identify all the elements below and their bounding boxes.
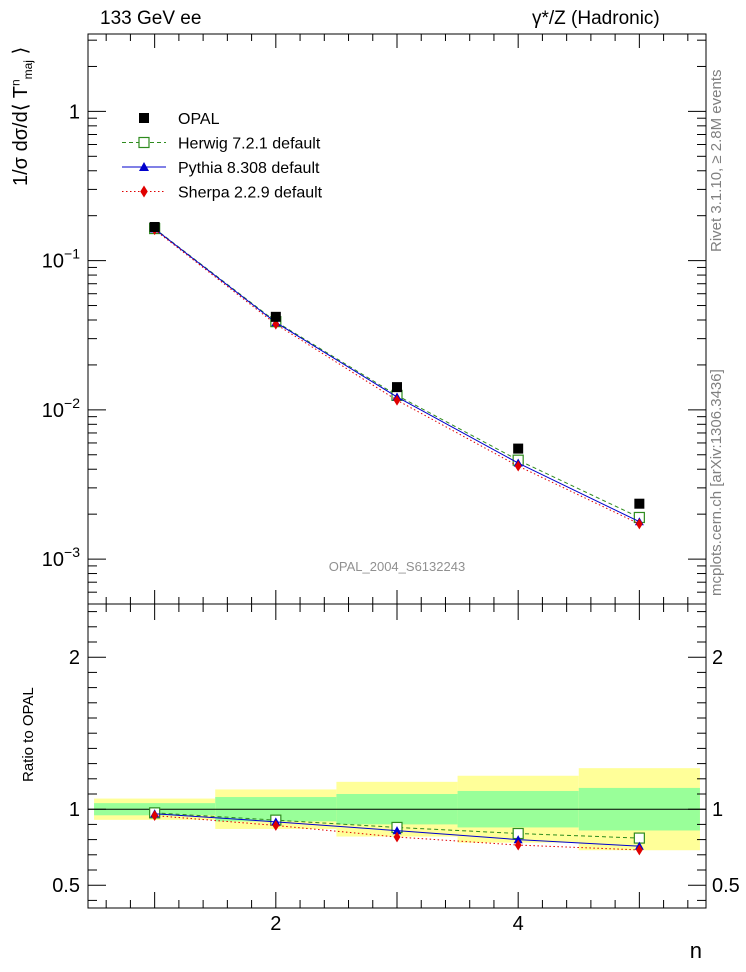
main-y-axis-label-end: ⟩	[10, 46, 32, 61]
ratio-y-tick-label-right: 0.5	[712, 875, 740, 897]
main-panel: 110−110−210−3OPAL_2004_S6132243OPALHerwi…	[42, 33, 707, 605]
main-data-point	[514, 460, 522, 472]
legend-marker	[138, 136, 150, 149]
ratio-x-tick-label: 2	[270, 913, 281, 935]
main-series-line	[154, 229, 640, 525]
main-y-tick-label-exp: −2	[64, 395, 80, 411]
ratio-y-tick-label-left: 2	[69, 647, 80, 669]
header-left-label: 133 GeV ee	[100, 8, 202, 29]
main-y-axis-label-sup: n	[8, 79, 23, 87]
main-data-point	[393, 394, 401, 406]
mcplots-label: mcplots.cern.ch [arXiv:1306.3436]	[708, 369, 725, 596]
ratio-data-point	[633, 832, 645, 844]
main-series-line	[154, 228, 640, 518]
ratio-x-tick-label: 4	[513, 913, 524, 935]
main-data-point	[635, 518, 643, 530]
ratio-y-tick-label-right: 1	[712, 799, 723, 821]
legend-marker	[139, 162, 149, 171]
ratio-y-tick-label-left: 0.5	[52, 875, 80, 897]
main-y-tick-label-exp: −3	[64, 544, 80, 560]
legend-label: OPAL	[178, 111, 220, 128]
legend-marker	[139, 113, 149, 123]
legend-label: Pythia 8.308 default	[178, 160, 320, 177]
main-y-axis-label-main: 1/σ dσ/d⟨ T	[10, 86, 32, 186]
ratio-panel: 0.5 0.5 1 1 2 2 2 4 n	[52, 603, 740, 963]
main-y-tick-label: 10−2	[42, 395, 80, 422]
main-y-tick-label: 1	[69, 101, 80, 123]
ratio-data-point	[635, 844, 643, 856]
rivet-version-label: Rivet 3.1.10, ≥ 2.8M events	[708, 69, 725, 253]
main-y-axis-label: 1/σ dσ/d⟨ Tnmaj ⟩	[8, 47, 35, 186]
ratio-data-point	[151, 810, 159, 821]
ratio-data-point	[514, 839, 522, 851]
ratio-data-point	[272, 820, 280, 831]
main-series-line	[154, 228, 640, 523]
legend-marker	[140, 185, 148, 198]
header-right-label: γ*/Z (Hadronic)	[532, 8, 660, 29]
main-y-tick-label-base: 10	[42, 549, 64, 571]
main-data-point	[392, 382, 402, 393]
legend-label: Herwig 7.2.1 default	[178, 136, 321, 153]
main-y-tick-label: 10−1	[42, 246, 80, 273]
main-y-tick-label-base: 10	[42, 400, 64, 422]
analysis-id-label: OPAL_2004_S6132243	[329, 559, 465, 574]
x-axis-label: n	[690, 938, 702, 963]
ratio-series-line	[154, 812, 640, 839]
main-y-tick-label-exp: −1	[64, 246, 80, 262]
main-y-tick-label-base: 1	[69, 101, 80, 123]
ratio-frame	[87, 603, 707, 909]
ratio-data-point	[392, 826, 402, 835]
ratio-y-axis-label: Ratio to OPAL	[20, 687, 37, 782]
main-y-axis-label-sub: maj	[21, 60, 35, 80]
ratio-y-tick-label-left: 1	[69, 799, 80, 821]
main-y-tick-label-base: 10	[42, 251, 64, 273]
legend-label: Sherpa 2.2.9 default	[178, 185, 323, 202]
main-data-point	[149, 221, 160, 232]
main-data-point	[513, 443, 524, 454]
ratio-y-tick-label-right: 2	[712, 647, 723, 669]
main-data-point	[634, 498, 645, 509]
ratio-data-point	[393, 831, 401, 843]
main-y-tick-label: 10−3	[42, 544, 80, 571]
main-data-point	[270, 311, 281, 322]
ratio-data-point	[513, 835, 523, 844]
ratio-series-line	[154, 815, 640, 851]
